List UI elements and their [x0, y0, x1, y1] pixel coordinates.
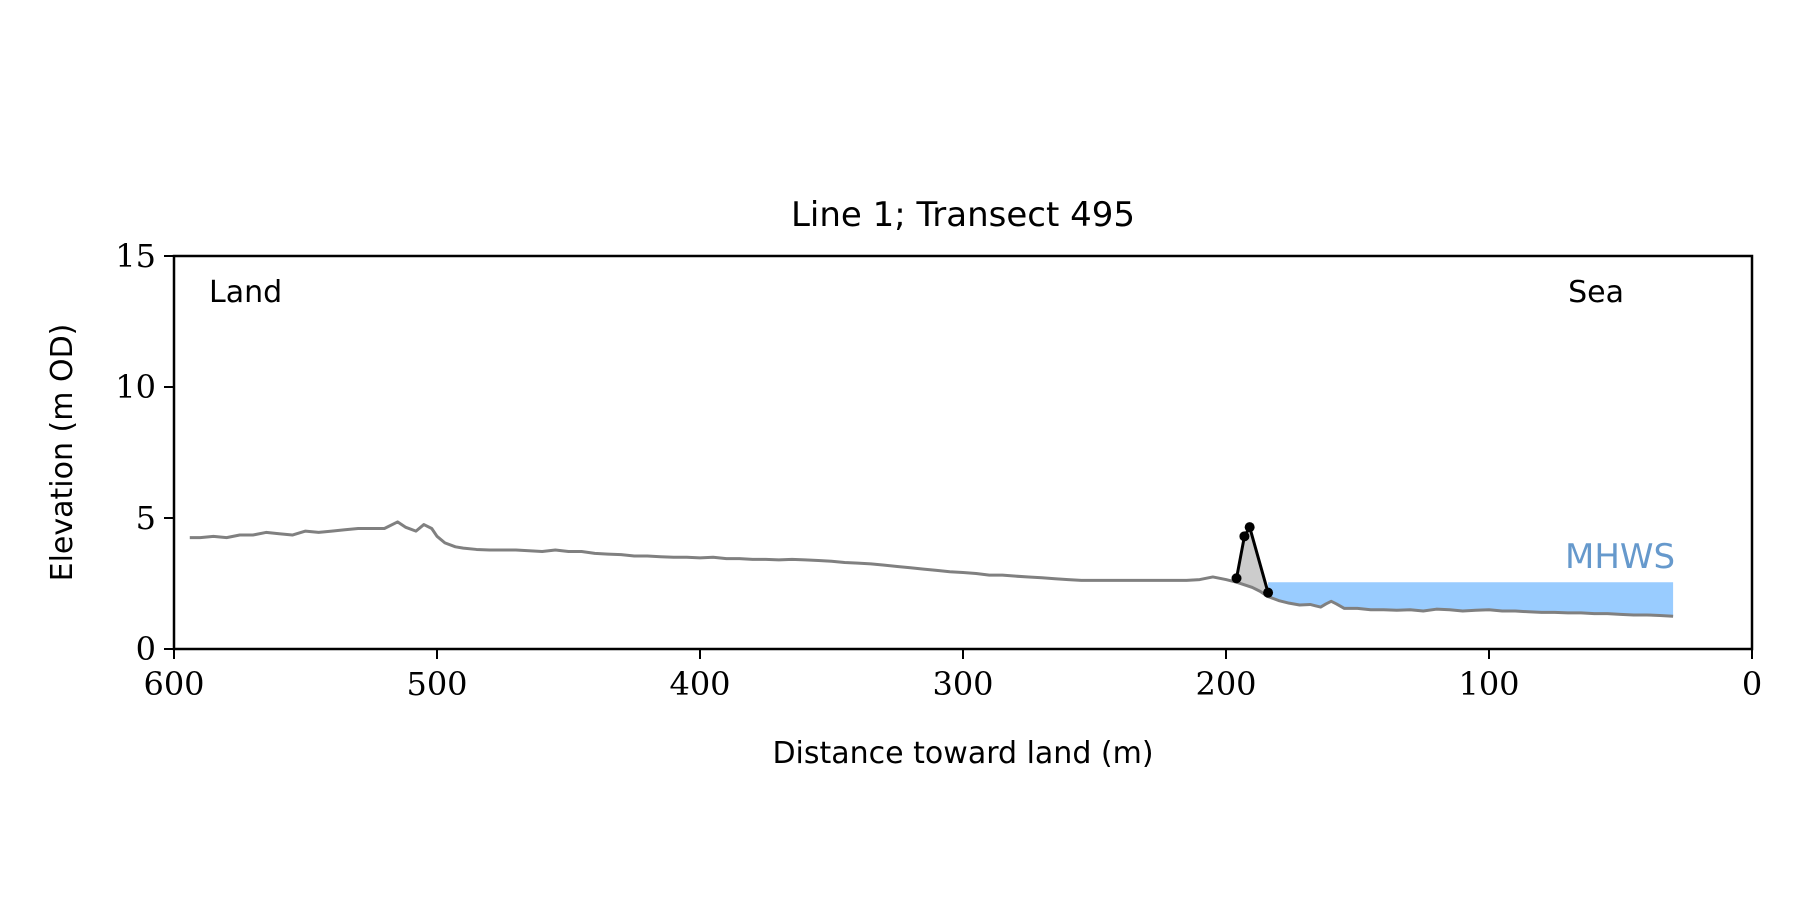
- x-axis-label: Distance toward land (m): [772, 736, 1153, 771]
- y-tick-label: 0: [136, 630, 156, 668]
- dune-point: [1244, 522, 1255, 533]
- dune-area: [1236, 527, 1269, 597]
- x-tick-label: 400: [669, 665, 730, 703]
- x-tick-label: 200: [1195, 665, 1256, 703]
- land-label: Land: [209, 275, 282, 310]
- dune-series-line: [1235, 525, 1270, 594]
- dune-point: [1231, 573, 1242, 584]
- y-tick-label: 5: [136, 499, 156, 537]
- water-level-label: MHWS: [1565, 537, 1675, 577]
- plot-area: 600 500 400 300 200 100 0 0 5 10 15: [115, 237, 1762, 703]
- x-tick-label: 100: [1458, 665, 1519, 703]
- profile-series-line: [189, 520, 1674, 618]
- y-axis-label: Elevation (m OD): [45, 324, 80, 582]
- x-tick-label: 0: [1742, 665, 1762, 703]
- chart-title: Line 1; Transect 495: [791, 195, 1135, 235]
- y-tick-label: 15: [115, 237, 156, 275]
- dune-point: [1263, 587, 1274, 598]
- x-tick-label: 600: [143, 665, 204, 703]
- dune-point: [1239, 531, 1250, 542]
- x-tick-label: 300: [932, 665, 993, 703]
- sea-label: Sea: [1568, 275, 1624, 310]
- x-tick-label: 500: [406, 665, 467, 703]
- y-tick-label: 10: [115, 368, 156, 406]
- water-area: [1268, 582, 1674, 617]
